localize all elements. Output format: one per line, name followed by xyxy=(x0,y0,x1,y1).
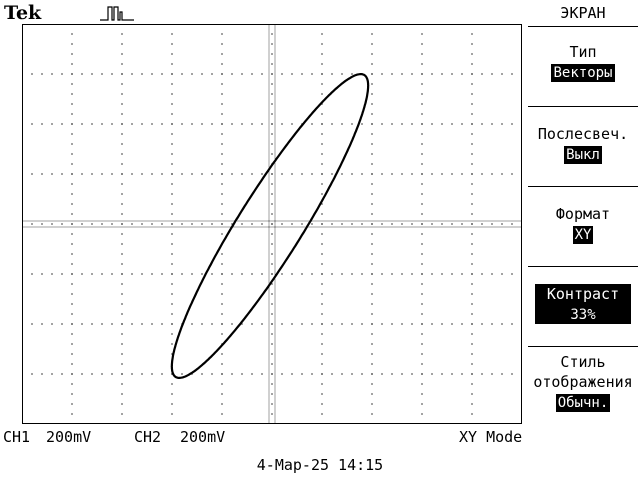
oscilloscope-graticule xyxy=(22,24,522,424)
menu-button-contrast[interactable]: Контраст 33% xyxy=(535,284,631,324)
menu-separator xyxy=(528,186,638,187)
date-time: 4-Мар-25 14:15 xyxy=(256,456,384,474)
menu-separator xyxy=(528,266,638,267)
menu-button-display-style-value: Обычн. xyxy=(555,394,611,412)
menu-button-format[interactable]: Формат XY xyxy=(526,204,640,244)
menu-button-persistence-label: Послесвеч. xyxy=(537,125,629,143)
menu-button-format-label: Формат xyxy=(555,205,611,223)
menu-button-persistence[interactable]: Послесвеч. Выкл xyxy=(526,124,640,164)
menu-button-type-label: Тип xyxy=(569,43,597,61)
menu-button-persistence-value: Выкл xyxy=(564,146,602,164)
mode-indicator: XY Mode xyxy=(459,428,523,446)
pulse-icon xyxy=(100,6,134,21)
ch1-scale: 200mV xyxy=(46,428,92,446)
side-menu: ЭКРАН Тип Векторы Послесвеч. Выкл Формат… xyxy=(526,0,640,420)
ch1-label: CH1 xyxy=(3,428,31,446)
menu-title: ЭКРАН xyxy=(560,4,606,22)
menu-button-contrast-label: Контраст xyxy=(546,285,620,303)
menu-button-contrast-value: 33% xyxy=(568,306,598,324)
menu-button-type-value: Векторы xyxy=(551,64,615,82)
brand-logo: Tek xyxy=(4,2,42,24)
menu-button-type[interactable]: Тип Векторы xyxy=(526,42,640,82)
menu-button-display-style-label: Стиль xyxy=(560,353,606,371)
ch2-label: CH2 xyxy=(134,428,162,446)
xy-trace xyxy=(170,73,370,379)
menu-button-display-style-label2: отображения xyxy=(533,373,633,391)
menu-separator xyxy=(528,26,638,27)
menu-button-display-style[interactable]: Стиль отображения Обычн. xyxy=(526,352,640,412)
menu-separator xyxy=(528,346,638,347)
menu-button-format-value: XY xyxy=(572,226,594,244)
menu-separator xyxy=(528,106,638,107)
ch2-scale: 200mV xyxy=(180,428,226,446)
